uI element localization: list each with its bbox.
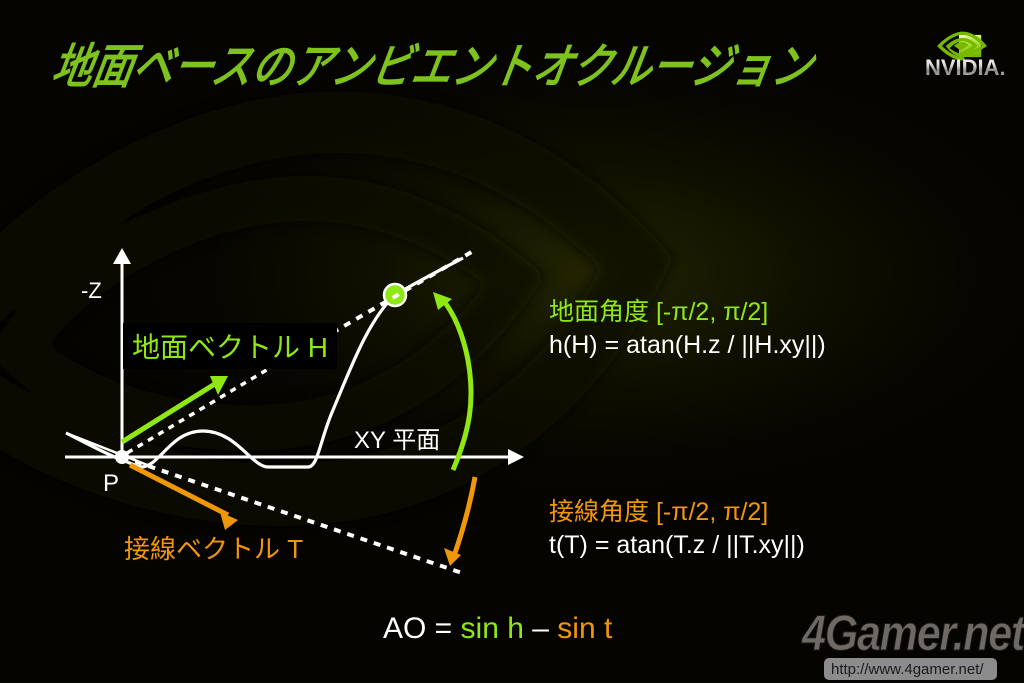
svg-text:AO = sin h – sin t: AO = sin h – sin t [383,612,613,645]
svg-text:XY 平面: XY 平面 [354,427,440,454]
svg-text:P: P [103,470,119,497]
svg-text:-Z: -Z [81,278,102,303]
svg-text:接線ベクトル T: 接線ベクトル T [124,534,303,564]
svg-text:t(T) = atan(T.z / ||T.xy||): t(T) = atan(T.z / ||T.xy||) [549,531,805,559]
svg-text:4Gamer.net: 4Gamer.net [801,605,1024,661]
svg-text:http://www.4gamer.net/: http://www.4gamer.net/ [831,661,984,678]
svg-text:地面ベクトル H: 地面ベクトル H [132,332,328,363]
svg-text:地面角度 [-π/2, π/2]: 地面角度 [-π/2, π/2] [549,298,768,326]
svg-text:h(H) = atan(H.z / ||H.xy||): h(H) = atan(H.z / ||H.xy||) [549,331,826,359]
svg-text:接線角度 [-π/2, π/2]: 接線角度 [-π/2, π/2] [549,498,768,526]
